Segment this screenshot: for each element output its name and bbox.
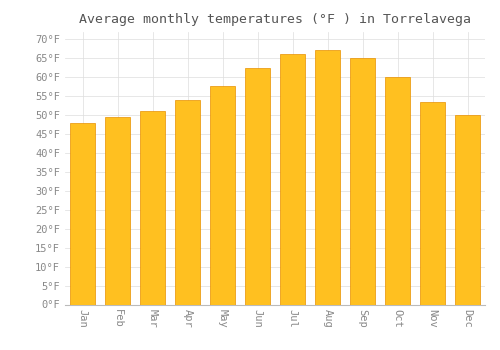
Bar <box>350 58 375 304</box>
Bar <box>245 68 270 304</box>
Title: Average monthly temperatures (°F ) in Torrelavega: Average monthly temperatures (°F ) in To… <box>79 13 471 26</box>
Bar <box>140 111 165 304</box>
Bar <box>455 115 480 304</box>
Bar <box>70 122 95 304</box>
Bar <box>385 77 410 304</box>
Bar <box>316 50 340 304</box>
Bar <box>210 86 235 304</box>
Bar <box>420 102 445 304</box>
Bar <box>105 117 130 304</box>
Bar <box>176 100 200 304</box>
Bar <box>280 54 305 304</box>
